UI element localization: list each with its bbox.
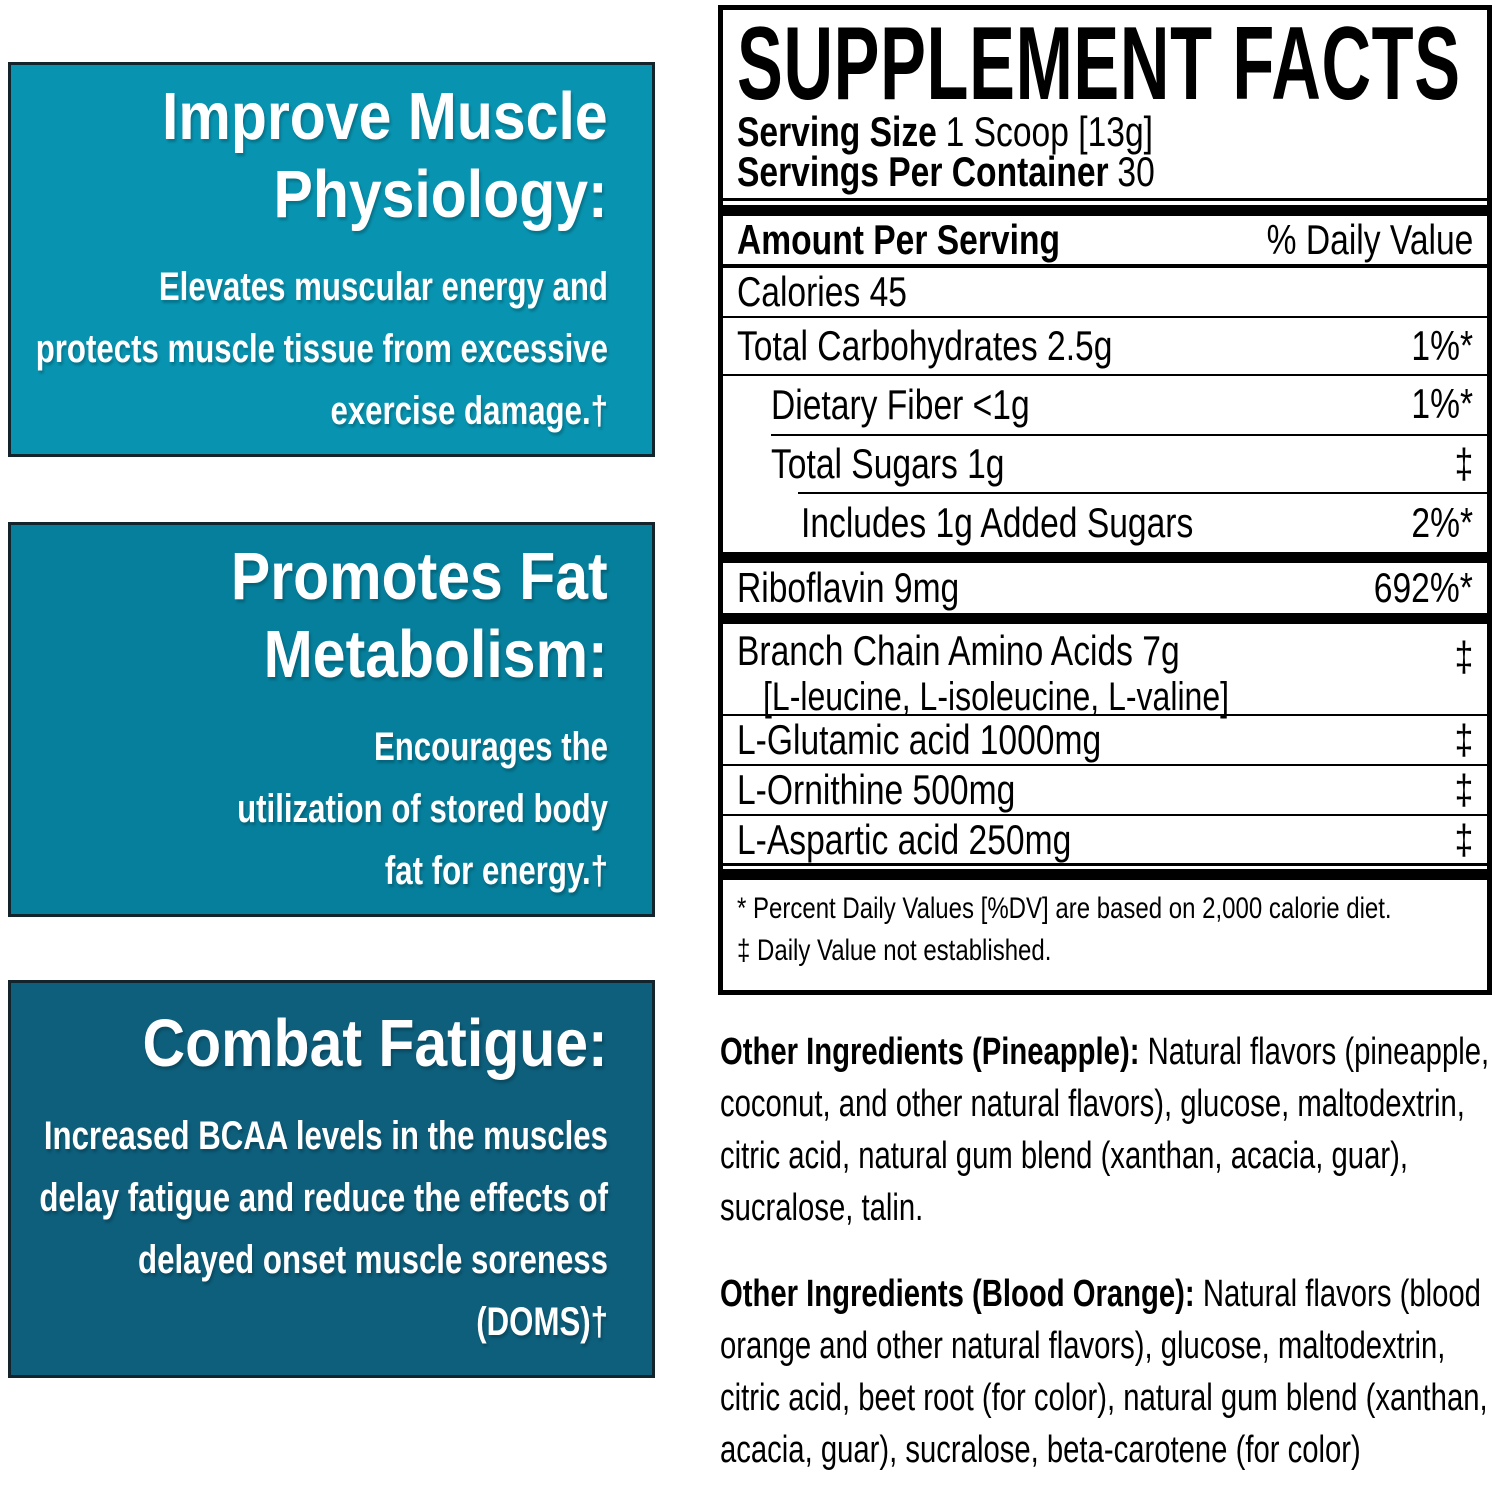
footnote-daily-values: * Percent Daily Values [%DV] are based o…: [737, 892, 1392, 925]
other-ingredients-pineapple: Other Ingredients (Pineapple): Natural f…: [720, 1026, 1495, 1234]
indented-divider: [798, 492, 1487, 494]
table-row-dietary-fiber: Dietary Fiber <1g 1%*: [723, 376, 1487, 434]
panel-title: SUPPLEMENT FACTS: [737, 12, 1473, 116]
row-label: Includes 1g Added Sugars: [801, 499, 1194, 546]
row-label: Branch Chain Amino Acids 7g: [737, 627, 1180, 674]
row-value: ‡: [1454, 716, 1473, 763]
row-value: 2%*: [1411, 499, 1473, 546]
row-value: ‡: [1454, 766, 1473, 813]
table-row-total-carbohydrates: Total Carbohydrates 2.5g 1%*: [723, 318, 1487, 376]
row-value: 692%*: [1373, 564, 1473, 611]
row-value: ‡: [1454, 815, 1473, 863]
other-ingredients-section: Other Ingredients (Pineapple): Natural f…: [720, 1026, 1494, 1510]
benefit-title: Combat Fatigue:: [142, 1006, 608, 1081]
benefit-box-promotes-fat-metabolism: Promotes Fat Metabolism: Encourages the …: [8, 522, 655, 917]
panel-title-text: SUPPLEMENT FACTS: [737, 6, 1461, 122]
benefit-body: Elevates muscular energy and protects mu…: [35, 264, 608, 433]
benefit-box-improve-muscle-physiology: Improve Muscle Physiology: Elevates musc…: [8, 62, 655, 457]
table-row-bcaa: Branch Chain Amino Acids 7g [L-leucine, …: [723, 624, 1487, 719]
table-row-riboflavin: Riboflavin 9mg 692%*: [723, 563, 1487, 613]
footnote-not-established: ‡ Daily Value not established.: [737, 934, 1052, 967]
serving-size-line: Serving Size 1 Scoop [13g]: [737, 108, 1473, 155]
thick-rule: [723, 552, 1487, 563]
supplement-facts-panel: SUPPLEMENT FACTS Serving Size 1 Scoop [13…: [718, 5, 1492, 995]
supplement-label-page: Improve Muscle Physiology: Elevates musc…: [8, 5, 1492, 1471]
other-ingredients-blood-orange: Other Ingredients (Blood Orange): Natura…: [720, 1268, 1495, 1476]
benefit-title: Improve Muscle Physiology:: [162, 78, 608, 232]
row-value: ‡: [1454, 633, 1473, 680]
table-row-l-aspartic-acid: L-Aspartic acid 250mg ‡: [723, 816, 1487, 866]
benefit-box-combat-fatigue: Combat Fatigue: Increased BCAA levels in…: [8, 980, 655, 1378]
row-label: L-Ornithine 500mg: [737, 766, 1016, 813]
table-row-l-glutamic-acid: L-Glutamic acid 1000mg ‡: [723, 716, 1487, 766]
table-row-calories: Calories 45: [723, 268, 1487, 318]
row-label: Total Carbohydrates 2.5g: [737, 322, 1113, 369]
row-label: L-Glutamic acid 1000mg: [737, 716, 1102, 763]
row-value: 1%*: [1411, 380, 1473, 427]
table-header-row: Amount Per Serving % Daily Value: [723, 216, 1487, 268]
table-row-total-sugars: Total Sugars 1g ‡: [723, 436, 1487, 492]
row-value: 1%*: [1411, 322, 1473, 369]
table-row-added-sugars: Includes 1g Added Sugars 2%*: [723, 494, 1487, 552]
thick-rule: [723, 613, 1487, 624]
servings-value: 30: [1117, 148, 1155, 195]
row-label: Total Sugars 1g: [771, 440, 1005, 487]
column-amount-per-serving: Amount Per Serving: [737, 216, 1060, 263]
ingredients-text: Natural flavors (pineapple, coconut, and…: [720, 1031, 1490, 1229]
table-row-l-ornithine: L-Ornithine 500mg ‡: [723, 766, 1487, 816]
benefit-title: Promotes Fat Metabolism:: [231, 538, 608, 692]
thick-rule: [723, 205, 1487, 216]
serving-info: Serving Size 1 Scoop [13g] Servings Per C…: [737, 108, 1473, 195]
ingredients-lead: Other Ingredients (Blood Orange):: [720, 1273, 1195, 1315]
thick-rule: [723, 869, 1487, 880]
row-value: ‡: [1454, 440, 1473, 487]
benefit-body: Increased BCAA levels in the muscles del…: [39, 1114, 609, 1344]
row-label: L-Aspartic acid 250mg: [737, 815, 1072, 863]
row-sublabel: [L-leucine, L-isoleucine, L-valine]: [763, 675, 1230, 719]
footnotes: * Percent Daily Values [%DV] are based o…: [723, 880, 1487, 972]
benefit-body: Encourages the utilization of stored bod…: [237, 724, 608, 893]
serving-size-value: 1 Scoop [13g]: [945, 108, 1153, 155]
row-label: Calories 45: [737, 268, 907, 315]
row-label: Dietary Fiber <1g: [771, 381, 1030, 428]
indented-divider: [771, 434, 1487, 436]
servings-per-container-line: Servings Per Container 30: [737, 148, 1473, 195]
row-label: Riboflavin 9mg: [737, 564, 960, 611]
serving-size-label: Serving Size: [737, 108, 937, 155]
column-daily-value: % Daily Value: [1266, 216, 1473, 263]
thin-rule: [723, 198, 1487, 201]
servings-label: Servings Per Container: [737, 148, 1109, 195]
ingredients-lead: Other Ingredients (Pineapple):: [720, 1031, 1140, 1073]
